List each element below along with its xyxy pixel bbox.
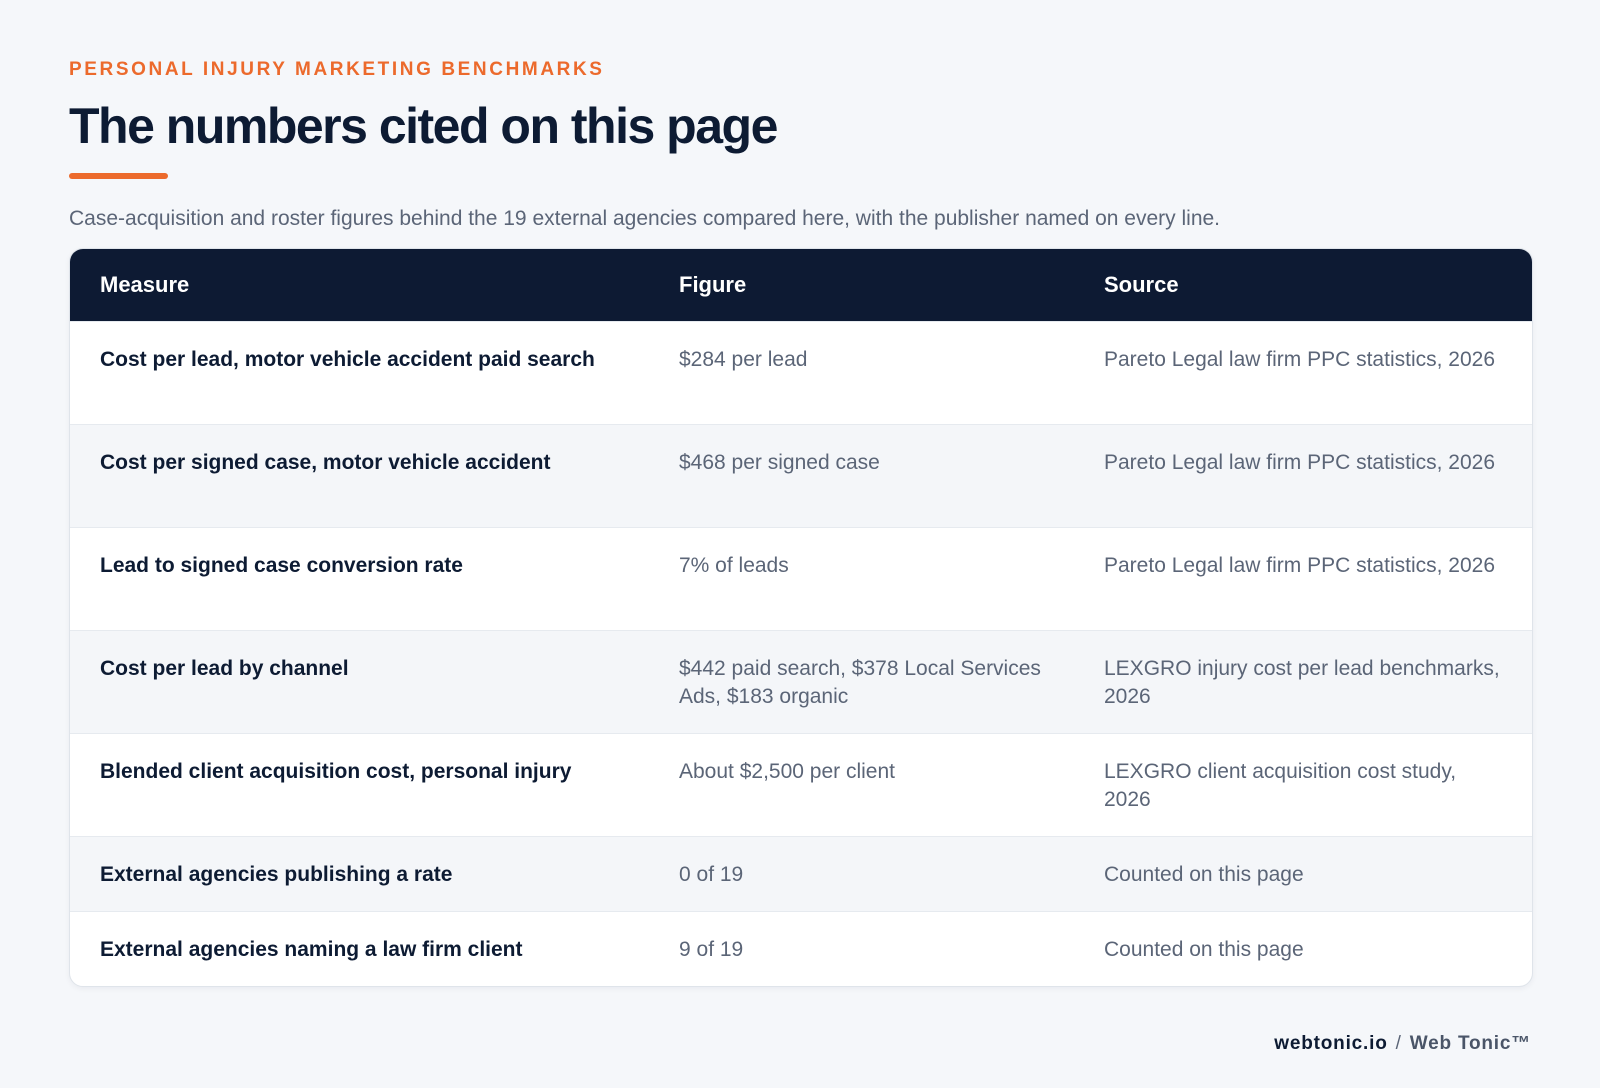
table-row: Cost per signed case, motor vehicle acci… bbox=[70, 424, 1532, 527]
figure-cell: 7% of leads bbox=[679, 554, 789, 577]
figure-cell: $468 per signed case bbox=[679, 451, 880, 474]
figure-cell: About $2,500 per client bbox=[679, 760, 895, 783]
figure-cell: 0 of 19 bbox=[679, 863, 744, 886]
figure-cell: $442 paid search, $378 Local Services Ad… bbox=[679, 657, 1041, 708]
page-title: The numbers cited on this page bbox=[69, 98, 778, 154]
column-header-figure: Figure bbox=[679, 272, 747, 297]
table-row: Cost per lead by channel $442 paid searc… bbox=[70, 630, 1532, 733]
footer-separator: / bbox=[1395, 1033, 1402, 1054]
measure-cell: Cost per lead by channel bbox=[100, 657, 349, 680]
source-cell: LEXGRO injury cost per lead benchmarks, … bbox=[1104, 657, 1500, 708]
source-cell: Counted on this page bbox=[1104, 938, 1304, 961]
footer-domain-link[interactable]: webtonic.io bbox=[1274, 1033, 1388, 1054]
column-header-measure: Measure bbox=[100, 272, 190, 297]
figure-cell: 9 of 19 bbox=[679, 938, 744, 961]
footer-brand: Web Tonic™ bbox=[1409, 1033, 1531, 1054]
table-row: External agencies naming a law firm clie… bbox=[70, 911, 1532, 986]
figure-cell: $284 per lead bbox=[679, 348, 808, 371]
measure-cell: External agencies publishing a rate bbox=[100, 863, 453, 886]
source-cell: Pareto Legal law firm PPC statistics, 20… bbox=[1104, 554, 1496, 577]
accent-divider bbox=[69, 173, 168, 179]
table-header: Measure Figure Source bbox=[70, 249, 1532, 321]
measure-cell: External agencies naming a law firm clie… bbox=[100, 938, 523, 961]
source-cell: LEXGRO client acquisition cost study, 20… bbox=[1104, 760, 1457, 811]
source-cell: Pareto Legal law firm PPC statistics, 20… bbox=[1104, 348, 1496, 371]
table-row: Lead to signed case conversion rate 7% o… bbox=[70, 527, 1532, 630]
column-header-source: Source bbox=[1104, 272, 1179, 297]
page-subtitle: Case-acquisition and roster figures behi… bbox=[69, 207, 1221, 230]
table-row: External agencies publishing a rate 0 of… bbox=[70, 836, 1532, 911]
table-row: Blended client acquisition cost, persona… bbox=[70, 733, 1532, 836]
measure-cell: Cost per lead, motor vehicle accident pa… bbox=[100, 348, 595, 371]
benchmarks-page: PERSONAL INJURY MARKETING BENCHMARKS The… bbox=[69, 56, 1533, 987]
benchmarks-table: Measure Figure Source Cost per lead, mot… bbox=[69, 248, 1533, 987]
footer-credit: webtonic.io / Web Tonic™ bbox=[1274, 1032, 1531, 1056]
table-row: Cost per lead, motor vehicle accident pa… bbox=[70, 321, 1532, 424]
measure-cell: Blended client acquisition cost, persona… bbox=[100, 760, 572, 783]
source-cell: Counted on this page bbox=[1104, 863, 1304, 886]
eyebrow-label: PERSONAL INJURY MARKETING BENCHMARKS bbox=[69, 59, 605, 80]
measure-cell: Lead to signed case conversion rate bbox=[100, 554, 463, 577]
measure-cell: Cost per signed case, motor vehicle acci… bbox=[100, 451, 551, 474]
source-cell: Pareto Legal law firm PPC statistics, 20… bbox=[1104, 451, 1496, 474]
